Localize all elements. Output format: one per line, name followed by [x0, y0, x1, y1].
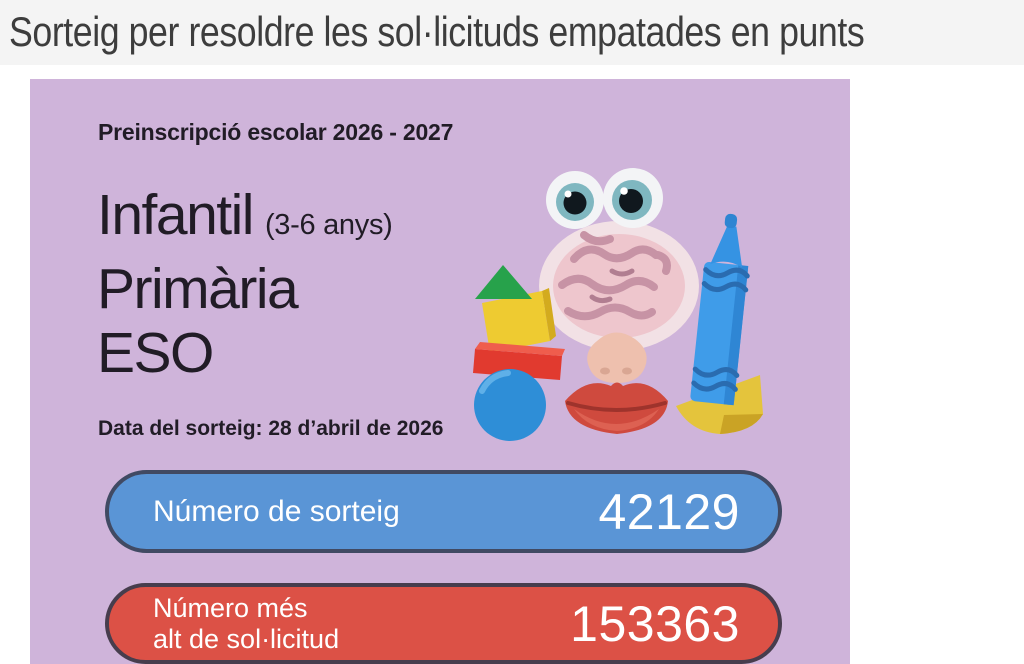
lips [565, 382, 668, 434]
highest-number-value: 153363 [570, 595, 740, 652]
draw-number-label: Número de sorteig [153, 495, 400, 528]
highest-number-pill: Número més alt de sol·licitud 153363 [105, 583, 782, 664]
headline-bar: Sorteig per resoldre les sol·licituds em… [0, 0, 1024, 65]
nose [587, 332, 647, 383]
level-primaria: Primària [97, 257, 299, 321]
level-infantil: Infantil (3-6 anys) [97, 183, 393, 247]
draw-date: Data del sorteig: 28 d’abril de 2026 [98, 417, 444, 440]
toy-blocks [473, 265, 565, 441]
level-eso: ESO [97, 321, 214, 385]
brain-character-illustration [473, 168, 763, 441]
page-title: Sorteig per resoldre les sol·licituds em… [9, 8, 865, 55]
preinscription-poster: Preinscripció escolar 2026 - 2027 Infant… [30, 79, 850, 664]
googly-eyes [546, 168, 663, 229]
blue-crayon [690, 213, 750, 406]
highest-number-label: Número més alt de sol·licitud [153, 592, 340, 654]
level-infantil-ages: (3-6 anys) [264, 209, 393, 241]
school-levels: Infantil (3-6 anys) Primària ESO [97, 183, 393, 385]
draw-number-value: 42129 [598, 483, 740, 540]
poster-header: Preinscripció escolar 2026 - 2027 [98, 119, 454, 145]
draw-number-pill: Número de sorteig 42129 [105, 470, 782, 553]
